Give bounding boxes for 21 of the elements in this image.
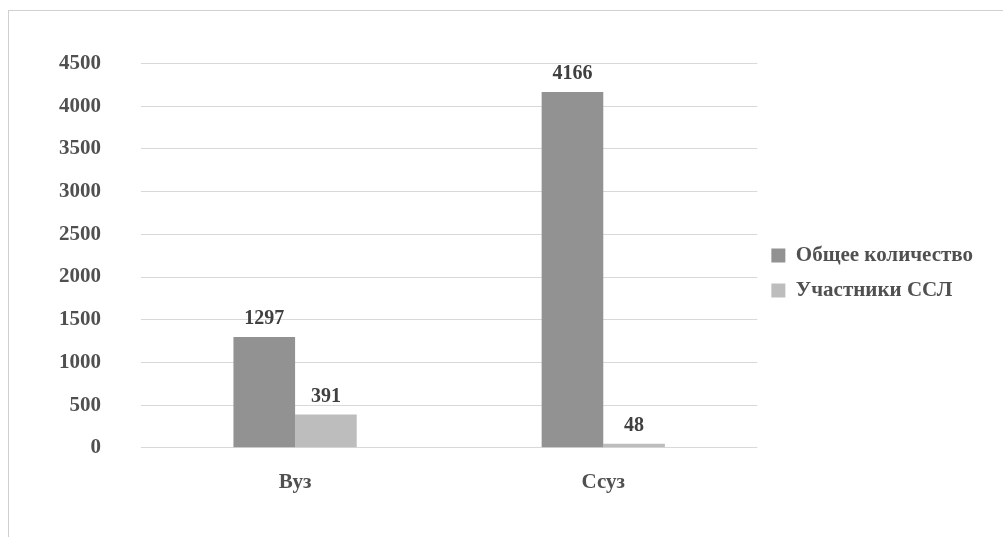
y-tick-label: 4000 xyxy=(59,92,101,117)
y-tick-label: 2500 xyxy=(59,220,101,245)
y-tick-label: 1000 xyxy=(59,348,101,373)
data-label: 391 xyxy=(310,383,341,406)
x-tick-label: Вуз xyxy=(278,468,312,493)
data-label: 4166 xyxy=(552,61,593,84)
y-tick-label: 2000 xyxy=(59,263,101,288)
y-tick-label: 4500 xyxy=(59,50,101,75)
y-tick-label: 500 xyxy=(69,391,101,416)
bar xyxy=(233,337,296,448)
legend-label: Общее количество xyxy=(795,241,973,266)
legend-label: Участники ССЛ xyxy=(795,276,953,301)
bar xyxy=(541,92,604,448)
y-tick-label: 3500 xyxy=(59,135,101,160)
bar xyxy=(295,414,357,448)
data-label: 48 xyxy=(624,412,645,435)
data-label: 1297 xyxy=(244,306,285,329)
y-tick-label: 0 xyxy=(90,434,101,459)
x-tick-label: Ссуз xyxy=(581,468,625,493)
y-tick-label: 3000 xyxy=(59,178,101,203)
y-tick-label: 1500 xyxy=(59,306,101,331)
